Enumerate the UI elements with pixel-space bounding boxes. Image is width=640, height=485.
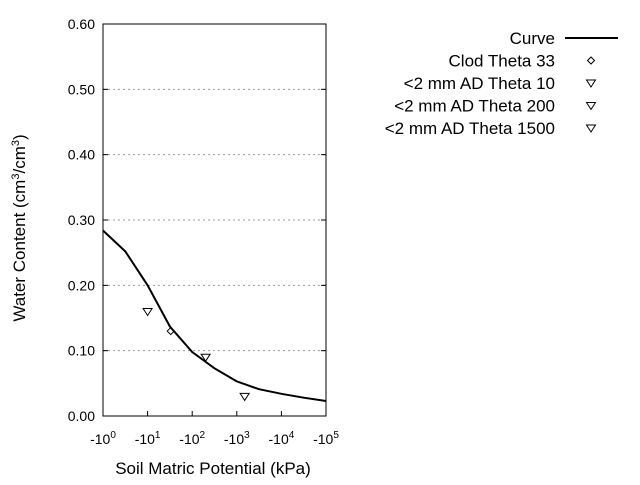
series-curve-line bbox=[102, 229, 327, 402]
y-tick-label: 0.30 bbox=[68, 212, 95, 228]
legend-label: <2 mm AD Theta 1500 bbox=[385, 119, 555, 138]
legend-label: <2 mm AD Theta 200 bbox=[394, 97, 555, 116]
x-tick-label: -103 bbox=[224, 430, 250, 447]
x-tick-label: -101 bbox=[135, 430, 161, 447]
data-point-triangle bbox=[200, 353, 212, 363]
legend-marker bbox=[585, 102, 597, 111]
y-axis-label: Water Content (cm3/cm3) bbox=[10, 134, 29, 321]
x-tick-label: -105 bbox=[313, 430, 339, 447]
y-tick-label: 0.10 bbox=[68, 343, 95, 359]
x-axis-label: Soil Matric Potential (kPa) bbox=[115, 459, 311, 478]
legend-marker bbox=[585, 79, 597, 88]
y-tick-label: 0.20 bbox=[68, 277, 95, 293]
legend-marker bbox=[586, 56, 596, 65]
x-tick-label: -102 bbox=[179, 430, 205, 447]
x-tick-label: -104 bbox=[269, 430, 295, 447]
legend-marker bbox=[585, 124, 597, 133]
data-point-triangle bbox=[142, 307, 154, 317]
y-tick-label: 0.00 bbox=[68, 408, 95, 424]
legend-label: <2 mm AD Theta 10 bbox=[404, 74, 555, 93]
y-tick-label: 0.50 bbox=[68, 81, 95, 97]
x-tick-label: -100 bbox=[90, 430, 116, 447]
y-tick-label: 0.40 bbox=[68, 147, 95, 163]
y-tick-label: 0.60 bbox=[68, 16, 95, 32]
data-point-diamond bbox=[166, 326, 175, 336]
legend-label: Curve bbox=[510, 29, 555, 48]
legend-label: Clod Theta 33 bbox=[449, 52, 555, 71]
data-point-triangle bbox=[239, 392, 251, 402]
